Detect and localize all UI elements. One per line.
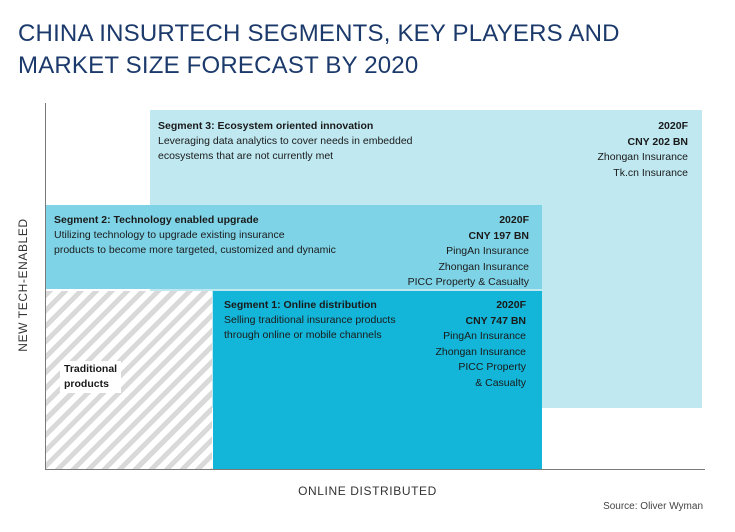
segment-3-stats: 2020F CNY 202 BN Zhongan Insurance Tk.cn… [598, 119, 688, 181]
segment-3-player: Zhongan Insurance [597, 151, 688, 163]
title-line-2: MARKET SIZE FORECAST BY 2020 [18, 52, 419, 79]
traditional-products-label: Traditional products [60, 361, 122, 393]
y-axis-line [45, 103, 46, 470]
segment-1-box: Segment 1: Online distribution Selling t… [213, 291, 542, 469]
traditional-products-box: Traditional products [46, 291, 212, 469]
segment-1-player: & Casualty [475, 376, 526, 389]
segment-1-title: Segment 1: Online distribution [224, 299, 377, 311]
segment-1-desc-line-2: through online or mobile channels [224, 329, 382, 341]
segment-2-description: Utilizing technology to upgrade existing… [54, 228, 336, 258]
segment-1-stats: 2020F CNY 747 BN PingAn Insurance Zhonga… [436, 298, 526, 391]
segment-1-description: Selling traditional insurance products t… [224, 313, 396, 343]
segment-2-value: CNY 197 BN [468, 229, 530, 242]
diagram-title: CHINA INSURTECH SEGMENTS, KEY PLAYERS AN… [18, 18, 620, 82]
segment-1-player: Zhongan Insurance [435, 345, 526, 358]
segment-2-player: PICC Property & Casualty [407, 276, 529, 288]
segment-1-player: PICC Property [458, 361, 526, 373]
segment-3-desc-line-2: ecosystems that are not currently met [158, 150, 334, 162]
title-line-1: CHINA INSURTECH SEGMENTS, KEY PLAYERS AN… [18, 20, 620, 47]
segment-1-desc-line-1: Selling traditional insurance products [224, 314, 396, 326]
segment-2-desc-line-1: Utilizing technology to upgrade existing… [54, 229, 285, 241]
segment-2-year: 2020F [499, 214, 529, 226]
traditional-label-line-2: products [64, 378, 109, 390]
segment-2-player: Zhongan Insurance [438, 260, 529, 273]
segment-2-player: PingAn Insurance [446, 245, 529, 257]
traditional-label-line-1: Traditional [64, 363, 118, 375]
segment-2-desc-line-2: products to become more targeted, custom… [54, 244, 336, 256]
x-axis-label: ONLINE DISTRIBUTED [298, 484, 437, 498]
x-axis-line [45, 469, 705, 470]
segment-3-year: 2020F [658, 120, 688, 132]
segment-3-value: CNY 202 BN [627, 135, 689, 148]
segment-3-description: Leveraging data analytics to cover needs… [158, 134, 413, 164]
segment-3-player: Tk.cn Insurance [613, 166, 688, 179]
segment-2-box: Segment 2: Technology enabled upgrade Ut… [45, 205, 542, 289]
segment-1-player: PingAn Insurance [443, 330, 526, 342]
segment-1-year: 2020F [496, 299, 526, 311]
segment-2-stats: 2020F CNY 197 BN PingAn Insurance Zhonga… [408, 213, 529, 291]
y-axis-label: NEW TECH-ENABLED [16, 218, 30, 352]
source-note: Source: Oliver Wyman [603, 501, 703, 512]
segment-1-value: CNY 747 BN [465, 314, 527, 327]
segment-3-desc-line-1: Leveraging data analytics to cover needs… [158, 135, 413, 147]
segment-2-title: Segment 2: Technology enabled upgrade [54, 214, 259, 226]
segment-3-title: Segment 3: Ecosystem oriented innovation [158, 120, 374, 132]
